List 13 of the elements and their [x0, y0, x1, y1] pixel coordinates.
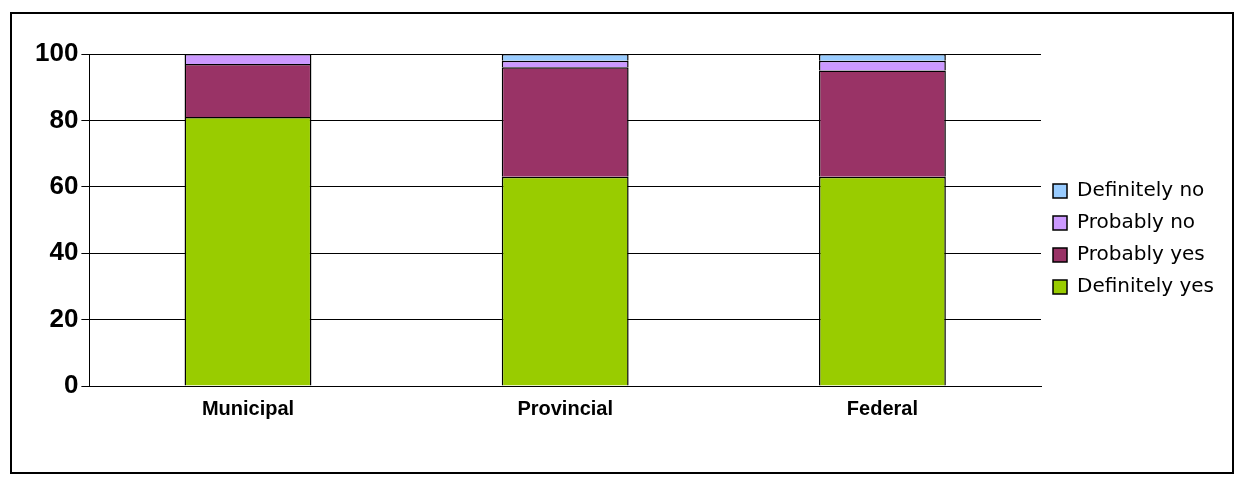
x-tick-label: Municipal: [201, 396, 295, 419]
x-tick-label: Provincial: [517, 396, 613, 419]
legend-label: Probably no: [1077, 209, 1196, 234]
legend-label: Probably yes: [1077, 241, 1205, 266]
legend-label: Definitely yes: [1077, 273, 1215, 298]
y-tick-label: 40: [49, 236, 79, 267]
x-tick-label: Federal: [846, 396, 918, 419]
legend-label: Definitely no: [1077, 177, 1205, 202]
y-tick-label: 20: [49, 302, 79, 333]
y-tick-label: 60: [49, 169, 79, 200]
y-tick-label: 80: [49, 103, 79, 134]
y-tick-label: 0: [63, 369, 79, 400]
y-tick-label: 100: [34, 37, 79, 68]
